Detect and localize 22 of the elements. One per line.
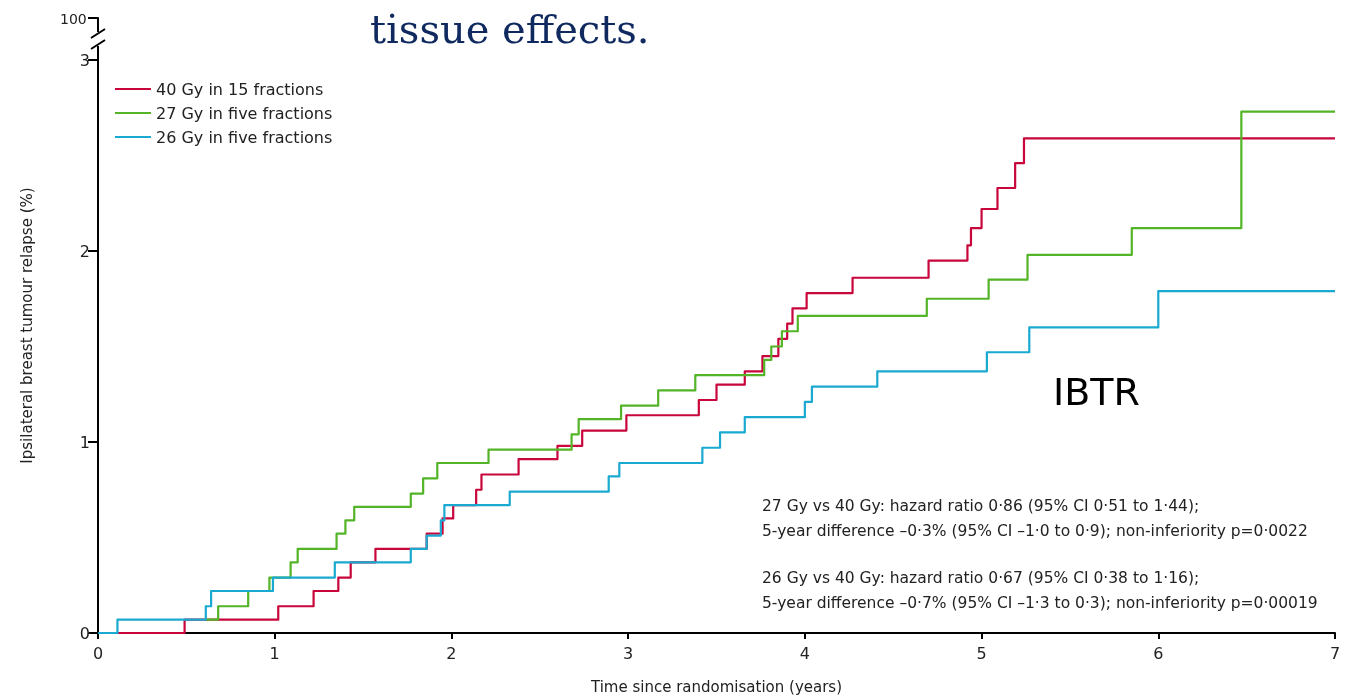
chart-title: tissue effects. <box>370 6 650 52</box>
annotation: IBTR <box>1053 370 1140 415</box>
x-tick-label: 4 <box>799 643 810 663</box>
y-tick-label: 0 <box>79 623 90 643</box>
y-tick-label: 1 <box>79 432 90 452</box>
x-tick-label: 3 <box>623 643 634 663</box>
y-tick-label: 2 <box>79 241 90 261</box>
x-tick-label: 5 <box>976 643 987 663</box>
legend-label: 27 Gy in five fractions <box>156 103 333 123</box>
x-tick-label: 2 <box>446 643 457 663</box>
annotation: 26 Gy vs 40 Gy: hazard ratio 0·67 (95% CI 0·38 to 1·16); 5-year difference –0·7% (95% CI –1·3 to 0·3); non-inferiority p=0·00019 <box>762 569 1318 613</box>
x-axis-title: Time since randomisation (years) <box>589 677 843 696</box>
x-tick-label: 1 <box>269 643 280 663</box>
x-tick-label: 6 <box>1153 643 1164 663</box>
x-tick-label: 0 <box>92 643 104 663</box>
annotation: 27 Gy vs 40 Gy: hazard ratio 0·86 (95% CI 0·51 to 1·44); 5-year difference –0·3% (95% CI –1·0 to 0·9); non-inferiority p=0·0022 <box>762 497 1308 541</box>
text: 100 <box>60 11 87 28</box>
x-tick-label: 7 <box>1329 643 1341 663</box>
y-tick-label: 3 <box>79 50 90 70</box>
legend-label: 40 Gy in 15 fractions <box>156 79 324 99</box>
y-axis-title: Ipsilateral breast tumour relapse (%) <box>17 187 36 464</box>
legend-label: 26 Gy in five fractions <box>156 127 333 147</box>
